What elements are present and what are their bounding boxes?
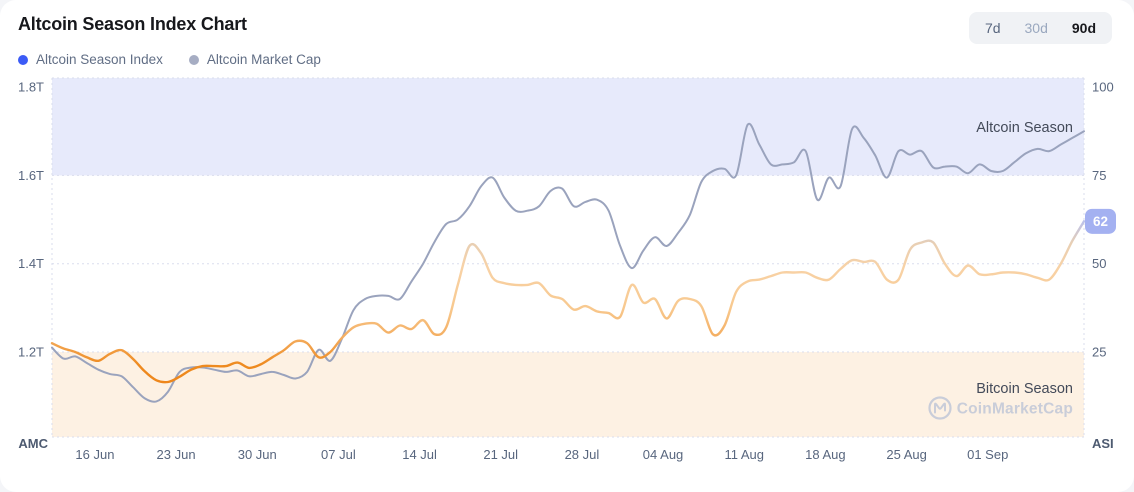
range-switcher: 7d 30d 90d <box>968 12 1112 44</box>
page-title: Altcoin Season Index Chart <box>18 14 247 34</box>
left-axis-tick: 1.6T <box>18 168 44 183</box>
line-altcoin-season-index <box>50 220 1086 384</box>
legend-label: Altcoin Market Cap <box>206 52 321 67</box>
x-axis-tick: 04 Aug <box>643 447 684 462</box>
x-axis-tick: 16 Jun <box>75 447 114 462</box>
right-axis-tick: 75 <box>1092 168 1106 183</box>
current-value-badge: 62 <box>1085 208 1116 234</box>
x-axis-tick: 21 Jul <box>483 447 518 462</box>
legend-item-altcoin-market-cap[interactable]: Altcoin Market Cap <box>188 52 321 67</box>
right-axis-title: ASI <box>1092 436 1114 451</box>
x-axis-tick: 25 Aug <box>886 447 927 462</box>
x-axis-tick: 07 Jul <box>321 447 356 462</box>
left-axis-tick: 1.4T <box>18 256 44 271</box>
range-button-7d[interactable]: 7d <box>975 15 1011 41</box>
right-axis-tick: 50 <box>1092 256 1106 271</box>
x-axis-tick: 01 Sep <box>967 447 1008 462</box>
left-axis-tick: 1.8T <box>18 80 44 95</box>
left-axis-title: AMC <box>18 436 48 451</box>
legend-item-altcoin-season-index[interactable]: Altcoin Season Index <box>18 52 163 67</box>
range-button-90d[interactable]: 90d <box>1062 15 1106 41</box>
line-altcoin-market-cap <box>51 122 1085 403</box>
bitcoin-season-band-label: Bitcoin Season <box>976 381 1073 397</box>
chart-legend: Altcoin Season Index Altcoin Market Cap <box>18 52 321 67</box>
coinmarketcap-watermark: CoinMarketCap <box>928 396 1073 420</box>
chart-plot-area[interactable] <box>52 78 1084 437</box>
range-button-30d[interactable]: 30d <box>1015 15 1058 41</box>
x-axis-tick: 28 Jul <box>565 447 600 462</box>
svg-text:62: 62 <box>1093 214 1108 229</box>
x-axis-tick: 18 Aug <box>805 447 846 462</box>
right-axis-tick: 100 <box>1092 80 1114 95</box>
legend-label: Altcoin Season Index <box>36 52 163 67</box>
right-axis-tick: 25 <box>1092 345 1106 360</box>
svg-text:CoinMarketCap: CoinMarketCap <box>957 401 1073 418</box>
x-axis-tick: 11 Aug <box>725 447 765 462</box>
x-axis-tick: 30 Jun <box>238 447 277 462</box>
altcoin-season-band-label: Altcoin Season <box>976 120 1073 136</box>
x-axis-tick: 14 Jul <box>402 447 437 462</box>
x-axis-tick: 23 Jun <box>157 447 196 462</box>
legend-dot-gray <box>188 54 199 65</box>
left-axis-tick: 1.2T <box>18 345 44 360</box>
band-altcoin-season <box>52 78 1084 176</box>
legend-dot-blue <box>18 54 28 65</box>
